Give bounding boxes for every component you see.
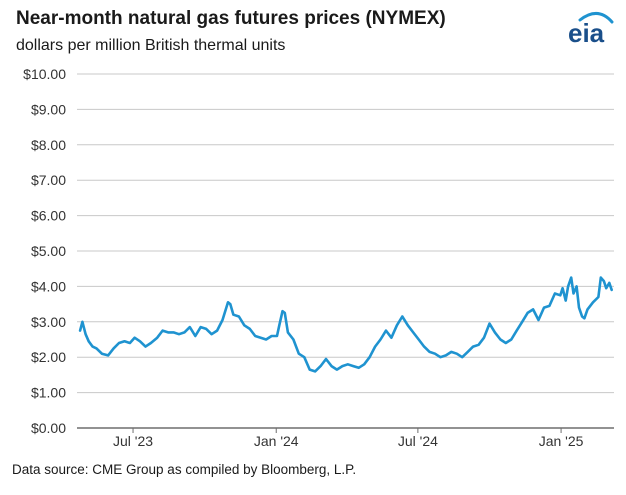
x-tick-label: Jan '24: [254, 433, 299, 449]
x-tick-label: Jul '23: [113, 433, 153, 449]
eia-logo: eia: [568, 12, 614, 48]
y-tick-label: $1.00: [31, 385, 66, 401]
x-axis: Jul '23 Jan '24 Jul '24 Jan '25: [113, 428, 584, 449]
y-tick-label: $9.00: [31, 101, 66, 117]
y-tick-label: $0.00: [31, 420, 66, 436]
gridlines: [77, 73, 614, 429]
y-tick-label: $4.00: [31, 278, 66, 294]
y-tick-label: $3.00: [31, 314, 66, 330]
logo-text: eia: [568, 18, 605, 48]
y-tick-label: $7.00: [31, 172, 66, 188]
y-tick-label: $5.00: [31, 243, 66, 259]
chart-title: Near-month natural gas futures prices (N…: [16, 8, 446, 29]
y-tick-label: $6.00: [31, 208, 66, 224]
chart-subtitle: dollars per million British thermal unit…: [16, 37, 286, 54]
data-source-note: Data source: CME Group as compiled by Bl…: [12, 462, 357, 477]
series-line: [78, 276, 613, 373]
y-tick-label: $8.00: [31, 137, 66, 153]
x-tick-label: Jul '24: [398, 433, 438, 449]
x-tick-label: Jan '25: [539, 433, 584, 449]
logo-arc: [578, 12, 614, 24]
y-axis: $0.00 $1.00 $2.00 $3.00 $4.00 $5.00 $6.00 $7.00…: [23, 66, 66, 436]
y-tick-label: $10.00: [23, 66, 66, 82]
y-tick-label: $2.00: [31, 349, 66, 365]
